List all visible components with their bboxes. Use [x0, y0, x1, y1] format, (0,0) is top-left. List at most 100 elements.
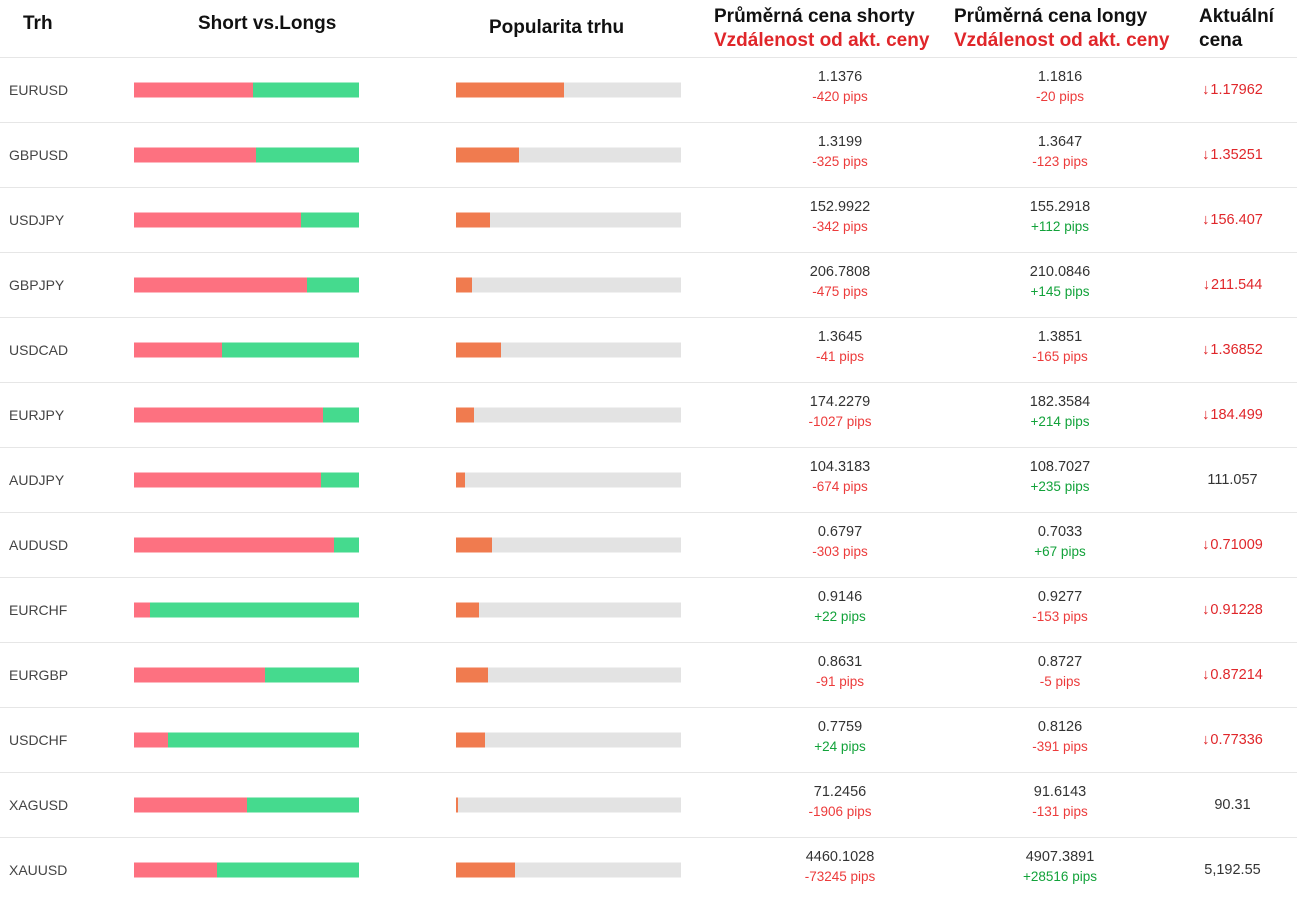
avg-long-price: 1.3851	[1037, 329, 1083, 345]
avg-short-cell: 0.9146 +22 pips	[730, 587, 950, 627]
current-price-cell: ↓ 0.71009	[1190, 513, 1275, 577]
current-price: 1.17962	[1210, 82, 1263, 98]
avg-long-price: 91.6143	[1033, 784, 1087, 800]
table-row[interactable]: XAUUSD 4460.1028 -73245 pips 4907.3891 +…	[0, 838, 1297, 902]
avg-short-cell: 104.3183 -674 pips	[730, 457, 950, 497]
header-avg-long-subtitle: Vzdálenost od akt. ceny	[954, 30, 1170, 51]
avg-short-distance: -1906 pips	[808, 804, 872, 819]
avg-long-cell: 155.2918 +112 pips	[950, 197, 1170, 237]
short-segment	[134, 277, 308, 293]
market-symbol[interactable]: EURUSD	[9, 82, 69, 98]
header-current-price[interactable]: Aktuální cena	[1199, 5, 1274, 53]
current-price-cell: 111.057	[1190, 448, 1275, 512]
table-row[interactable]: EURCHF 0.9146 +22 pips 0.9277 -153 pips …	[0, 578, 1297, 643]
header-popularity[interactable]: Popularita trhu	[489, 17, 625, 38]
header-short-vs-longs[interactable]: Short vs.Longs	[198, 13, 337, 34]
avg-short-cell: 0.8631 -91 pips	[730, 652, 950, 692]
avg-long-distance: +214 pips	[1030, 414, 1090, 429]
market-symbol[interactable]: USDCHF	[9, 732, 68, 748]
table-row[interactable]: XAGUSD 71.2456 -1906 pips 91.6143 -131 p…	[0, 773, 1297, 838]
popularity-bar	[456, 472, 681, 488]
market-symbol[interactable]: EURCHF	[9, 602, 68, 618]
avg-short-distance: -674 pips	[812, 479, 868, 494]
current-price-cell: ↓ 211.544	[1190, 253, 1275, 317]
avg-short-price: 1.3199	[817, 134, 863, 150]
short-vs-long-bar	[134, 277, 359, 293]
current-price: 184.499	[1210, 407, 1263, 423]
avg-long-distance: +112 pips	[1031, 219, 1089, 234]
short-segment	[134, 537, 335, 553]
table-row[interactable]: USDCAD 1.3645 -41 pips 1.3851 -165 pips …	[0, 318, 1297, 383]
avg-long-cell: 0.9277 -153 pips	[950, 587, 1170, 627]
table-row[interactable]: AUDJPY 104.3183 -674 pips 108.7027 +235 …	[0, 448, 1297, 513]
short-vs-long-bar	[134, 602, 359, 618]
market-symbol[interactable]: XAGUSD	[9, 797, 69, 813]
avg-short-price: 104.3183	[809, 459, 871, 475]
long-segment	[323, 407, 359, 423]
header-avg-long[interactable]: Průměrná cena longy Vzdálenost od akt. c…	[954, 5, 1169, 53]
avg-long-distance: -123 pips	[1032, 154, 1088, 169]
table-row[interactable]: USDJPY 152.9922 -342 pips 155.2918 +112 …	[0, 188, 1297, 253]
arrow-down-icon: ↓	[1202, 602, 1210, 618]
market-symbol[interactable]: XAUUSD	[9, 862, 68, 878]
long-segment	[255, 147, 359, 163]
avg-short-cell: 1.3199 -325 pips	[730, 132, 950, 172]
market-symbol[interactable]: AUDUSD	[9, 537, 69, 553]
header-avg-short[interactable]: Průměrná cena shorty Vzdálenost od akt. …	[714, 5, 929, 53]
short-vs-long-bar	[134, 732, 359, 748]
header-current-line2: cena	[1199, 30, 1243, 51]
avg-long-distance: +235 pips	[1030, 479, 1090, 494]
avg-long-cell: 91.6143 -131 pips	[950, 782, 1170, 822]
short-vs-long-bar	[134, 472, 359, 488]
popularity-fill	[456, 797, 459, 813]
avg-long-price: 0.8126	[1037, 719, 1083, 735]
avg-long-distance: +145 pips	[1030, 284, 1090, 299]
market-symbol[interactable]: GBPJPY	[9, 277, 65, 293]
market-symbol[interactable]: AUDJPY	[9, 472, 65, 488]
avg-long-distance: -131 pips	[1032, 804, 1088, 819]
avg-short-price: 0.7759	[817, 719, 863, 735]
avg-long-distance: -5 pips	[1039, 674, 1081, 689]
table-row[interactable]: EURGBP 0.8631 -91 pips 0.8727 -5 pips ↓ …	[0, 643, 1297, 708]
arrow-down-icon: ↓	[1202, 212, 1210, 228]
popularity-fill	[456, 407, 474, 423]
avg-long-distance: +67 pips	[1034, 544, 1086, 559]
arrow-down-icon: ↓	[1202, 667, 1210, 683]
header-market[interactable]: Trh	[23, 13, 53, 34]
avg-long-price: 0.9277	[1037, 589, 1083, 605]
table-row[interactable]: AUDUSD 0.6797 -303 pips 0.7033 +67 pips …	[0, 513, 1297, 578]
market-symbol[interactable]: EURJPY	[9, 407, 65, 423]
current-price: 156.407	[1210, 212, 1263, 228]
avg-long-price: 155.2918	[1029, 199, 1091, 215]
current-price-cell: ↓ 0.91228	[1190, 578, 1275, 642]
popularity-fill	[456, 147, 519, 163]
header-avg-short-subtitle: Vzdálenost od akt. ceny	[714, 30, 930, 51]
avg-short-distance: +24 pips	[814, 739, 866, 754]
table-row[interactable]: GBPUSD 1.3199 -325 pips 1.3647 -123 pips…	[0, 123, 1297, 188]
market-symbol[interactable]: USDJPY	[9, 212, 65, 228]
avg-long-distance: +28516 pips	[1023, 869, 1097, 884]
avg-long-price: 108.7027	[1029, 459, 1091, 475]
avg-long-distance: -153 pips	[1032, 609, 1088, 624]
avg-short-distance: -91 pips	[815, 674, 865, 689]
market-symbol[interactable]: USDCAD	[9, 342, 69, 358]
long-segment	[217, 862, 359, 878]
current-price: 0.87214	[1210, 667, 1263, 683]
popularity-bar	[456, 147, 681, 163]
table-row[interactable]: EURJPY 174.2279 -1027 pips 182.3584 +214…	[0, 383, 1297, 448]
avg-long-cell: 108.7027 +235 pips	[950, 457, 1170, 497]
table-row[interactable]: GBPJPY 206.7808 -475 pips 210.0846 +145 …	[0, 253, 1297, 318]
market-symbol[interactable]: EURGBP	[9, 667, 69, 683]
avg-long-price: 1.1816	[1037, 69, 1083, 85]
popularity-fill	[456, 602, 479, 618]
avg-short-price: 206.7808	[809, 264, 871, 280]
avg-short-price: 1.3645	[817, 329, 863, 345]
table-row[interactable]: EURUSD 1.1376 -420 pips 1.1816 -20 pips …	[0, 58, 1297, 123]
popularity-fill	[456, 537, 492, 553]
market-symbol[interactable]: GBPUSD	[9, 147, 69, 163]
header-avg-short-title: Průměrná cena shorty	[714, 6, 915, 27]
table-row[interactable]: USDCHF 0.7759 +24 pips 0.8126 -391 pips …	[0, 708, 1297, 773]
current-price: 0.71009	[1210, 537, 1263, 553]
current-price: 1.36852	[1210, 342, 1263, 358]
current-price: 1.35251	[1210, 147, 1263, 163]
